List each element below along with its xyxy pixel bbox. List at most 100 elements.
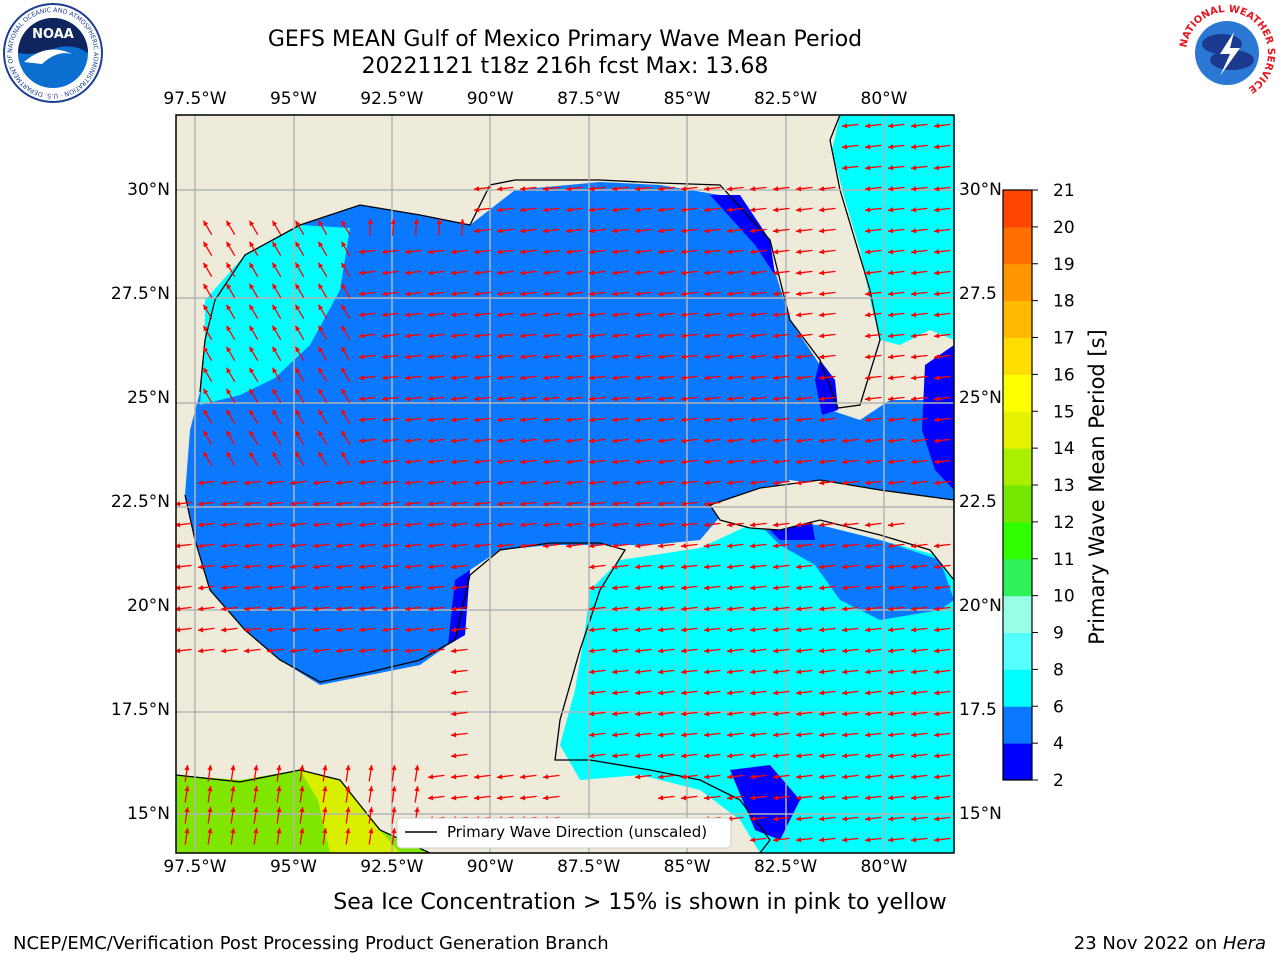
direction-arrow-head: [612, 291, 618, 297]
direction-arrow-head: [497, 249, 503, 255]
direction-arrow-head: [336, 606, 342, 612]
direction-arrow-head: [635, 375, 641, 381]
direction-arrow-head: [451, 480, 457, 486]
direction-arrow-head: [299, 765, 305, 771]
direction-arrow-head: [888, 333, 894, 339]
direction-arrow-head: [727, 207, 733, 213]
direction-arrow-head: [635, 648, 641, 654]
direction-arrow-head: [295, 241, 301, 248]
direction-arrow-head: [474, 480, 480, 486]
colorbar-tick-label: 21: [1053, 181, 1075, 201]
direction-arrow-head: [612, 312, 618, 318]
direction-arrow-head: [842, 795, 848, 801]
direction-arrow-head: [727, 417, 733, 423]
direction-arrow-head: [681, 711, 687, 717]
direction-arrow-head: [226, 283, 232, 290]
direction-arrow-head: [612, 438, 618, 444]
direction-arrow-head: [796, 270, 802, 276]
direction-arrow-head: [911, 837, 917, 843]
direction-arrow-head: [911, 249, 917, 255]
direction-arrow-head: [543, 312, 549, 318]
direction-arrow-head: [391, 786, 397, 792]
gulf-field-region: [185, 182, 954, 685]
direction-arrow-head: [727, 732, 733, 738]
direction-arrow-head: [888, 627, 894, 633]
direction-arrow-head: [428, 585, 434, 591]
direction-arrow-head: [911, 816, 917, 822]
direction-arrow-head: [221, 522, 227, 528]
direction-arrow-head: [359, 648, 365, 654]
direction-arrow-head: [566, 270, 572, 276]
direction-arrow-head: [390, 219, 396, 225]
direction-arrow-head: [934, 606, 940, 612]
direction-arrow-head: [819, 417, 825, 423]
direction-arrow-head: [176, 522, 181, 528]
direction-arrow-head: [336, 522, 342, 528]
direction-arrow-head: [658, 312, 664, 318]
direction-arrow-head: [819, 228, 825, 234]
direction-arrow-head: [612, 354, 618, 360]
direction-arrow-head: [888, 354, 894, 360]
direction-arrow-head: [888, 564, 894, 570]
direction-arrow-head: [681, 333, 687, 339]
direction-arrow-head: [405, 291, 411, 297]
direction-arrow-head: [911, 585, 917, 591]
x-tick-bottom: 82.5°W: [753, 857, 818, 877]
direction-arrow-head: [865, 396, 871, 402]
colorbar-tick-label: 14: [1053, 439, 1075, 459]
direction-arrow-head: [267, 606, 273, 612]
direction-arrow-head: [934, 585, 940, 591]
direction-arrow-head: [819, 711, 825, 717]
direction-arrow-head: [681, 459, 687, 465]
direction-arrow-head: [226, 346, 232, 353]
direction-arrow-head: [727, 522, 733, 528]
direction-arrow-head: [253, 765, 259, 771]
direction-arrow-head: [681, 375, 687, 381]
direction-arrow-head: [888, 312, 894, 318]
direction-arrow-head: [888, 648, 894, 654]
wave-direction-arrows: [176, 123, 951, 845]
direction-arrow-head: [543, 333, 549, 339]
direction-arrow-head: [750, 732, 756, 738]
direction-arrow-head: [405, 480, 411, 486]
direction-arrow-head: [244, 501, 250, 507]
direction-arrow-head: [359, 627, 365, 633]
direction-arrow-head: [773, 270, 779, 276]
direction-arrow-head: [842, 837, 848, 843]
direction-arrow-head: [405, 396, 411, 402]
direction-arrow-head: [244, 606, 250, 612]
colorbar-tick-label: 11: [1053, 550, 1075, 570]
direction-arrow-head: [681, 417, 687, 423]
direction-arrow-head: [368, 765, 374, 771]
direction-arrow-head: [313, 522, 319, 528]
footer-date: 23 Nov 2022 on Hera: [1074, 933, 1266, 954]
direction-arrow-head: [819, 816, 825, 822]
direction-arrow-head: [428, 291, 434, 297]
y-tick-left: 17.5°N: [110, 700, 170, 720]
caribbean-blue-region: [760, 525, 954, 620]
direction-arrow-head: [704, 207, 710, 213]
direction-arrow-head: [658, 207, 664, 213]
direction-arrow-head: [226, 451, 232, 458]
direction-arrow-head: [198, 648, 204, 654]
direction-arrow-head: [773, 480, 779, 486]
colorbar-segment: [1003, 558, 1032, 597]
direction-arrow-head: [773, 417, 779, 423]
direction-arrow-head: [773, 795, 779, 801]
direction-arrow-head: [428, 795, 434, 801]
direction-arrow-head: [428, 648, 434, 654]
direction-arrow-head: [451, 753, 457, 759]
footer-credit: NCEP/EMC/Verification Post Processing Pr…: [13, 933, 609, 954]
direction-arrow-head: [727, 459, 733, 465]
direction-arrow-head: [727, 753, 733, 759]
direction-arrow-head: [911, 123, 917, 129]
direction-arrow-head: [405, 354, 411, 360]
direction-arrow-head: [382, 312, 388, 318]
direction-arrow-head: [658, 711, 664, 717]
direction-arrow-head: [773, 606, 779, 612]
direction-arrow-head: [272, 262, 278, 269]
direction-arrow-head: [796, 795, 802, 801]
footer-date-text: 23 Nov 2022 on: [1073, 933, 1223, 954]
direction-arrow-head: [796, 186, 802, 192]
